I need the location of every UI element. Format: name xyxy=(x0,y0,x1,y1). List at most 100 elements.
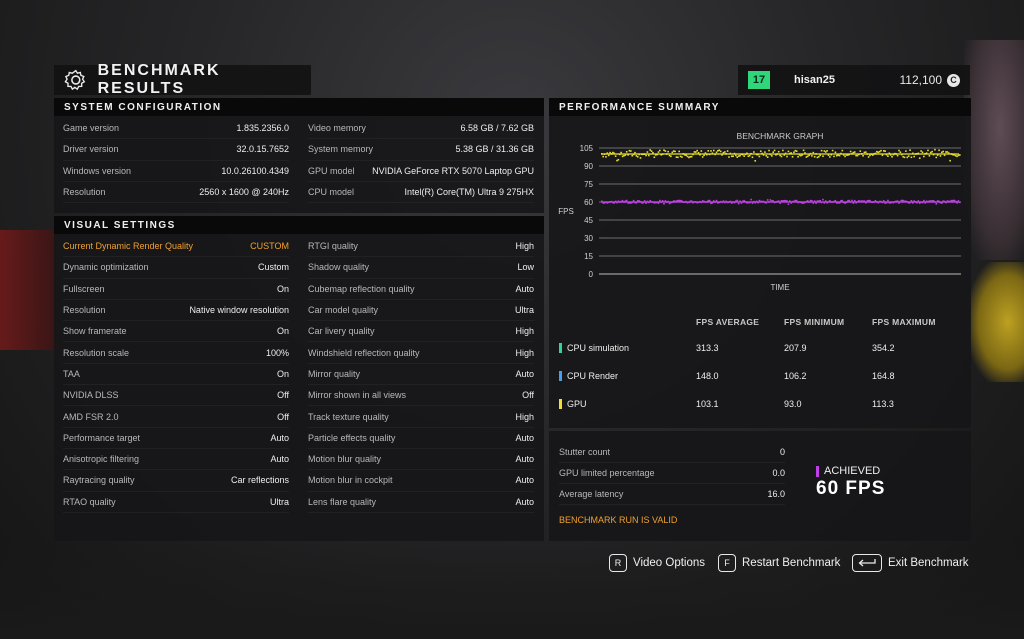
stat-row-average-latency: Average latency 16.0 xyxy=(559,484,785,505)
data-point xyxy=(819,154,821,157)
data-point xyxy=(690,200,693,202)
data-point xyxy=(719,150,722,153)
y-tick-label: 90 xyxy=(584,162,593,171)
data-point xyxy=(823,150,826,152)
page-title: BENCHMARK RESULTS xyxy=(97,62,221,97)
config-label: System memory xyxy=(308,144,374,155)
data-point xyxy=(842,154,845,156)
data-point xyxy=(746,202,748,204)
data-point xyxy=(829,199,831,202)
data-point xyxy=(765,202,768,204)
setting-row: Performance target Auto xyxy=(63,428,289,449)
data-point xyxy=(918,202,921,204)
data-point xyxy=(906,156,909,159)
data-point xyxy=(869,154,871,157)
setting-row: Resolution scale 100% xyxy=(63,342,289,364)
setting-label: Motion blur in cockpit xyxy=(308,475,393,486)
data-point xyxy=(932,199,935,202)
data-point xyxy=(628,202,631,204)
data-point xyxy=(782,149,784,152)
video-options-button[interactable]: R Video Options xyxy=(609,553,705,573)
data-point xyxy=(667,150,669,153)
data-point xyxy=(674,150,676,153)
stat-value: 16.0 xyxy=(767,489,785,499)
setting-row: NVIDIA DLSS Off xyxy=(63,385,289,407)
data-point xyxy=(730,155,733,158)
data-point xyxy=(696,149,698,152)
data-point xyxy=(758,199,761,202)
data-point xyxy=(804,152,806,154)
setting-row: Fullscreen On xyxy=(63,279,289,300)
data-point xyxy=(880,149,882,152)
data-point xyxy=(822,198,824,201)
visual-settings-left-column: Current Dynamic Render Quality CUSTOM Dyna… xyxy=(54,236,299,513)
achieved-fps: ACHIEVED 60 FPS xyxy=(816,465,885,500)
data-point xyxy=(670,155,672,158)
data-point xyxy=(852,202,855,204)
data-point xyxy=(855,154,857,157)
data-point xyxy=(954,154,957,157)
data-point xyxy=(941,151,943,154)
data-point xyxy=(777,150,780,153)
exit-benchmark-button[interactable]: Exit Benchmark xyxy=(852,553,969,573)
data-point xyxy=(867,156,870,158)
config-value: 5.38 GB / 31.36 GB xyxy=(455,144,534,155)
performance-row-cpu-render: CPU Render 148.0 106.2 164.8 xyxy=(549,362,971,390)
stat-label: Average latency xyxy=(559,489,624,499)
setting-row: Car livery quality High xyxy=(308,321,534,343)
data-point xyxy=(636,200,639,202)
data-point xyxy=(708,199,711,202)
config-row: Windows version 10.0.26100.4349 xyxy=(63,161,289,182)
data-point xyxy=(659,149,661,152)
data-point xyxy=(740,202,743,204)
data-point xyxy=(690,155,693,158)
background-car-left xyxy=(0,230,60,350)
data-point xyxy=(635,155,638,157)
data-point xyxy=(715,151,718,154)
data-point xyxy=(668,202,671,205)
setting-value: High xyxy=(515,411,534,422)
data-point xyxy=(728,156,730,158)
setting-row: Car model quality Ultra xyxy=(308,300,534,322)
setting-row: Lens flare quality Auto xyxy=(308,492,534,513)
data-point xyxy=(929,200,932,202)
fps-maximum-value: 354.2 xyxy=(872,343,895,353)
data-point xyxy=(863,200,866,202)
data-point xyxy=(630,150,632,152)
data-point xyxy=(862,200,864,202)
data-point xyxy=(787,203,790,205)
setting-value: CUSTOM xyxy=(250,241,289,252)
data-point xyxy=(896,200,899,202)
data-point xyxy=(638,200,640,202)
data-point xyxy=(860,200,863,202)
background-tree xyxy=(964,40,1024,260)
data-point xyxy=(952,199,954,202)
system-config-right-column: Video memory 6.58 GB / 7.62 GB System mem… xyxy=(299,118,544,204)
column-fps-maximum: FPS MAXIMUM xyxy=(872,317,936,327)
config-label: Video memory xyxy=(308,123,366,134)
data-point xyxy=(907,155,910,157)
data-point xyxy=(801,202,804,204)
data-point xyxy=(663,203,665,205)
data-point xyxy=(841,149,844,152)
data-point xyxy=(694,151,697,153)
setting-row: Motion blur quality Auto xyxy=(308,449,534,471)
setting-value: High xyxy=(515,347,534,358)
data-point xyxy=(858,199,860,202)
data-point xyxy=(743,199,745,202)
setting-label: Car model quality xyxy=(308,305,379,316)
data-point xyxy=(736,156,739,158)
restart-benchmark-button[interactable]: F Restart Benchmark xyxy=(718,553,840,573)
data-point xyxy=(923,199,925,202)
data-point xyxy=(852,151,855,154)
data-point xyxy=(777,200,780,202)
data-point xyxy=(844,202,846,204)
data-point xyxy=(812,151,815,154)
setting-row: Anisotropic filtering Auto xyxy=(63,449,289,471)
series-swatch xyxy=(559,399,562,409)
data-point xyxy=(609,151,611,154)
data-point xyxy=(675,200,678,202)
data-point xyxy=(654,154,657,156)
setting-value: High xyxy=(515,326,534,337)
stat-value: 0 xyxy=(779,447,785,457)
